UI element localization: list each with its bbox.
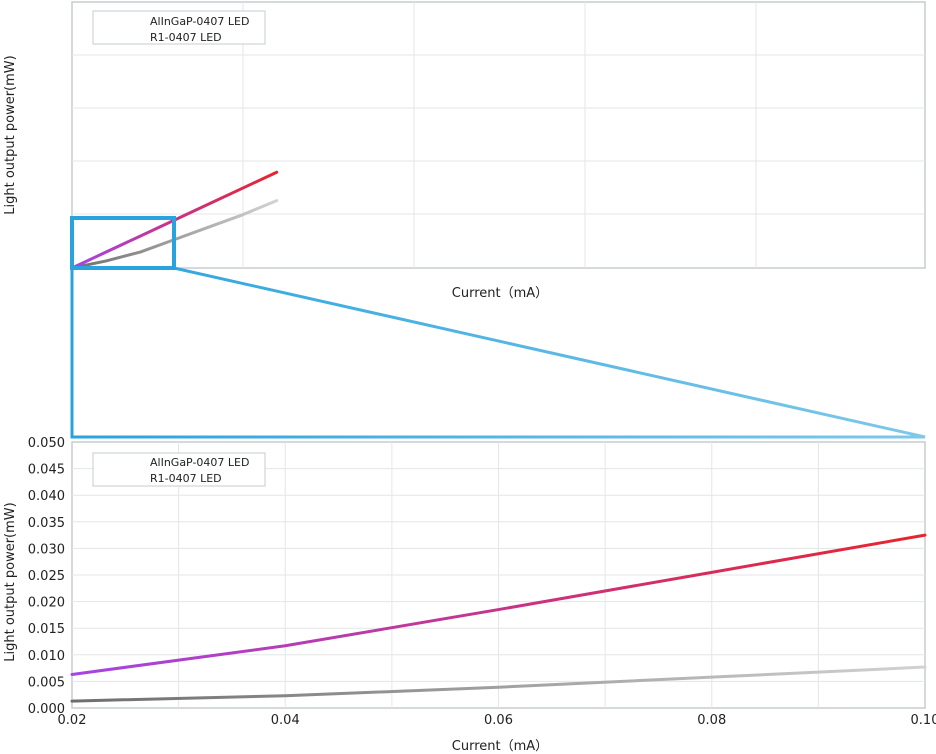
legend-label-alingap: AlInGaP-0407 LED bbox=[150, 456, 249, 469]
legend-label-r1: R1-0407 LED bbox=[150, 472, 222, 485]
overview-grid bbox=[72, 2, 925, 268]
x-tick-label: 0.10 bbox=[911, 713, 936, 728]
zoom-series-line-0 bbox=[70, 665, 927, 703]
y-tick-label: 0.035 bbox=[28, 516, 65, 531]
zoom-y-axis-title: Light output power(mW) bbox=[3, 502, 18, 661]
zoom-x-axis-title: Current（mA） bbox=[452, 739, 548, 754]
zoom-series-group bbox=[70, 533, 927, 703]
x-tick-label: 0.08 bbox=[697, 713, 726, 728]
y-tick-label: 0.025 bbox=[28, 569, 65, 584]
y-tick-label: 0.015 bbox=[28, 622, 65, 637]
y-tick-label: 0.020 bbox=[28, 596, 65, 611]
overview-y-axis-title: Light output power(mW) bbox=[3, 55, 18, 214]
zoom-callout bbox=[70, 216, 926, 439]
zoom-grid bbox=[72, 442, 925, 708]
zoom-panel: 0.02 0.04 0.06 0.08 0.10 0.000 0.005 0.010 0.015… bbox=[3, 436, 936, 754]
x-tick-label: 0.06 bbox=[484, 713, 513, 728]
y-tick-label: 0.050 bbox=[28, 436, 65, 451]
overview-panel: AlInGaP-0407 LED R1-0407 LED Current（mA）… bbox=[3, 1, 926, 301]
zoom-ticks: 0.02 0.04 0.06 0.08 0.10 0.000 0.005 0.010 0.015… bbox=[28, 436, 936, 728]
legend-label-r1: R1-0407 LED bbox=[150, 31, 222, 44]
x-tick-label: 0.02 bbox=[58, 713, 87, 728]
y-tick-label: 0.000 bbox=[28, 702, 65, 717]
overview-x-axis-title: Current（mA） bbox=[452, 286, 548, 301]
overview-legend: AlInGaP-0407 LED R1-0407 LED bbox=[92, 10, 266, 45]
y-tick-label: 0.030 bbox=[28, 542, 65, 557]
zoom-series-line-1 bbox=[70, 533, 927, 676]
zoom-region-box bbox=[70, 216, 176, 270]
y-tick-label: 0.005 bbox=[28, 675, 65, 690]
y-tick-label: 0.010 bbox=[28, 649, 65, 664]
legend-label-alingap: AlInGaP-0407 LED bbox=[150, 15, 249, 28]
y-tick-label: 0.040 bbox=[28, 489, 65, 504]
y-tick-label: 0.045 bbox=[28, 463, 65, 478]
x-tick-label: 0.04 bbox=[271, 713, 300, 728]
legend-box bbox=[92, 452, 266, 487]
zoom-legend: AlInGaP-0407 LED R1-0407 LED bbox=[92, 452, 266, 487]
